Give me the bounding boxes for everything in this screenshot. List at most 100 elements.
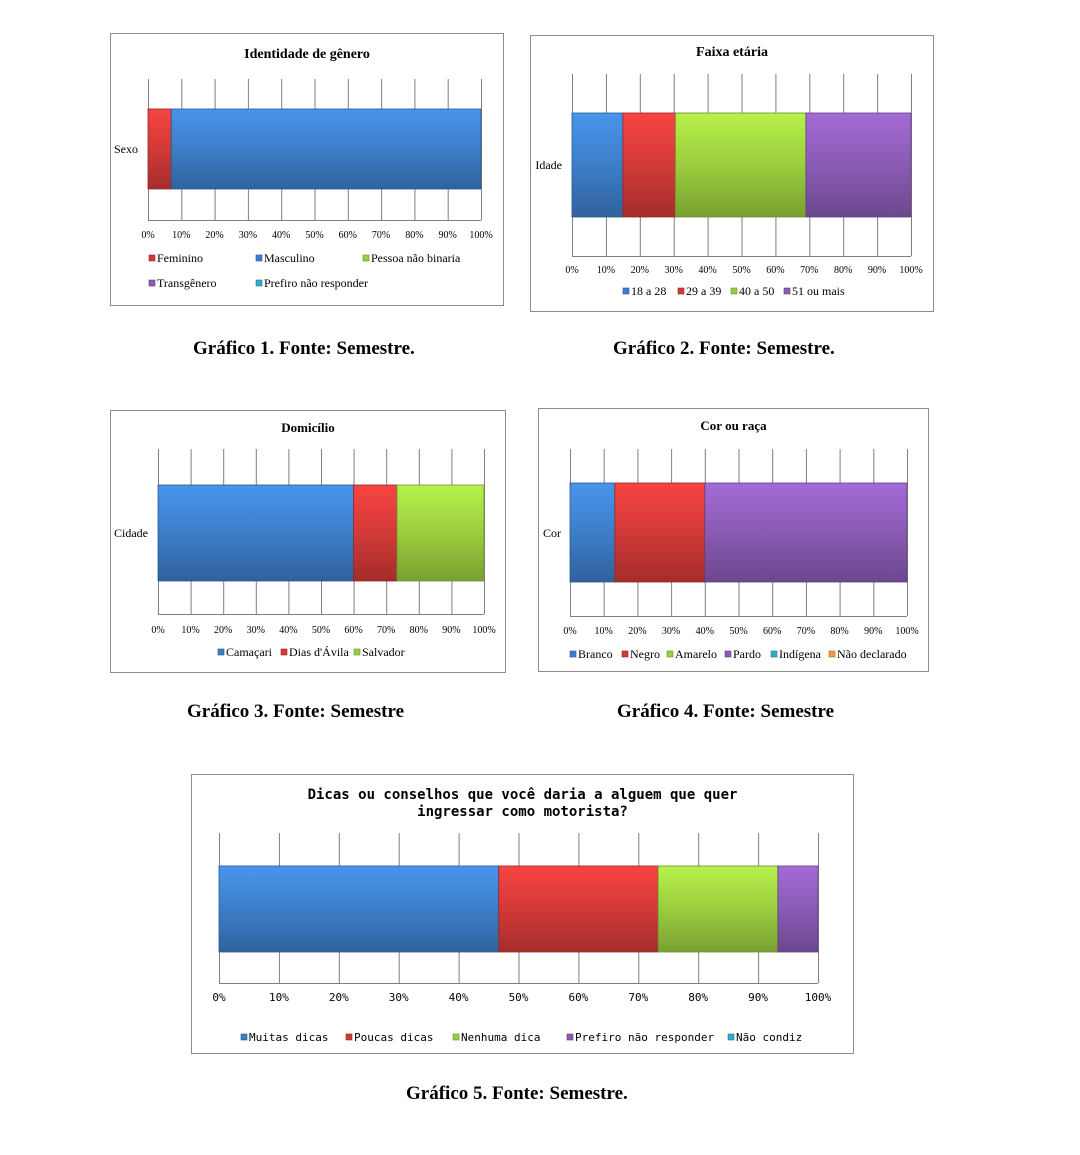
chart-4-tick-label: 60%: [763, 626, 781, 637]
chart-1-legend-label: Pessoa não binaria: [371, 251, 461, 265]
chart-3-bar-segment: [157, 484, 355, 582]
chart-5-legend-swatch: [452, 1033, 460, 1041]
chart-3-tick-label: 0%: [151, 625, 164, 636]
chart-1-legend-swatch: [148, 279, 156, 287]
chart-5-tick-label: 80%: [688, 991, 708, 1004]
chart-5-legend-swatch: [240, 1033, 248, 1041]
chart-4-tick-label: 90%: [864, 626, 882, 637]
chart-3-tick-label: 10%: [181, 625, 199, 636]
chart-2-tick-label: 90%: [868, 265, 886, 276]
chart-4-legend-swatch: [666, 650, 674, 658]
chart-3-tick-label: 20%: [214, 625, 232, 636]
chart-4-category-label: Cor: [543, 526, 561, 540]
chart-3-tick-label: 50%: [312, 625, 330, 636]
chart-1-tick-label: 100%: [469, 230, 492, 241]
chart-1-bar-segment: [170, 108, 482, 190]
chart-1-legend-label: Prefiro não responder: [264, 276, 368, 290]
chart-1-tick-label: 20%: [205, 230, 223, 241]
chart-5-bar-segment: [218, 865, 500, 953]
chart-5-bar-segment: [777, 865, 819, 953]
chart-5-legend-swatch: [566, 1033, 574, 1041]
chart-5-bar-segment: [657, 865, 779, 953]
chart-3-category-label: Cidade: [114, 526, 148, 540]
chart-1-legend-label: Masculino: [264, 251, 315, 265]
chart-2-legend-label: 29 a 39: [686, 284, 721, 298]
chart-2-bar-segment: [622, 112, 676, 218]
chart-2-caption: Gráfico 2. Fonte: Semestre.: [613, 338, 835, 359]
chart-3-tick-label: 80%: [410, 625, 428, 636]
chart-1-tick-label: 70%: [372, 230, 390, 241]
chart-2-legend-label: 18 a 28: [631, 284, 666, 298]
chart-5-title: ingressar como motorista?: [417, 804, 628, 820]
chart-4-tick-label: 40%: [696, 626, 714, 637]
chart-5-tick-label: 10%: [269, 991, 289, 1004]
chart-4-legend-swatch: [770, 650, 778, 658]
chart-3-tick-label: 30%: [247, 625, 265, 636]
chart-2-svg: Faixa etária Idade 0% 10% 20% 30% 40% 50% 60% 70%…: [535, 45, 922, 298]
chart-5-tick-label: 50%: [509, 991, 529, 1004]
chart-3-bar-segment: [396, 484, 485, 582]
chart-1-tick-label: 0%: [141, 230, 154, 241]
chart-2-bar-segment: [674, 112, 807, 218]
chart-3-title: Domicílio: [281, 420, 334, 435]
chart-5-legend-label: Muitas dicas: [249, 1031, 328, 1044]
chart-3-caption: Gráfico 3. Fonte: Semestre: [187, 701, 405, 722]
chart-3-svg: Domicílio Cidade 0% 10% 20% 30% 40% 50% 60% 70% 80…: [114, 420, 496, 659]
chart-2-legend-label: 40 a 50: [739, 284, 774, 298]
chart-4-panel: Cor ou raça Cor 0% 10% 20% 30% 40% 50% 60% 70% 80%…: [538, 408, 929, 672]
chart-4-bar-segment: [569, 482, 616, 583]
chart-1-tick-label: 30%: [239, 230, 257, 241]
chart-4-bar-segment: [614, 482, 706, 583]
chart-4-legend-swatch: [724, 650, 732, 658]
chart-4-legend-label: Branco: [578, 647, 613, 661]
chart-1-legend-swatch: [148, 254, 156, 262]
chart-1-legend-swatch: [255, 279, 263, 287]
chart-5-svg: Dicas ou conselhos que você daria a algu…: [212, 787, 832, 1044]
chart-4-legend-label: Indígena: [779, 647, 822, 661]
chart-4-bar-segment: [704, 482, 908, 583]
chart-1-bar-segment: [147, 108, 172, 190]
chart-2-tick-label: 50%: [732, 265, 750, 276]
chart-4-tick-label: 80%: [830, 626, 848, 637]
chart-2-tick-label: 80%: [834, 265, 852, 276]
chart-5-tick-label: 90%: [748, 991, 768, 1004]
chart-5-legend-swatch: [345, 1033, 353, 1041]
chart-2-tick-label: 100%: [899, 265, 922, 276]
chart-5-caption: Gráfico 5. Fonte: Semestre.: [406, 1083, 628, 1104]
chart-2-legend-swatch: [677, 287, 685, 295]
chart-2-tick-label: 40%: [698, 265, 716, 276]
chart-3-legend-swatch: [217, 648, 225, 656]
chart-1-caption: Gráfico 1. Fonte: Semestre.: [193, 338, 415, 359]
chart-1-legend-label: Transgênero: [157, 276, 217, 290]
chart-1-category-label: Sexo: [114, 142, 138, 156]
chart-3-legend-label: Dias d'Ávila: [289, 645, 349, 659]
chart-3-legend-swatch: [280, 648, 288, 656]
chart-4-title: Cor ou raça: [700, 418, 767, 433]
chart-5-tick-label: 70%: [628, 991, 648, 1004]
chart-5-tick-label: 100%: [805, 991, 832, 1004]
chart-5-legend-swatch: [727, 1033, 735, 1041]
chart-4-legend-label: Não declarado: [837, 647, 907, 661]
chart-5-bar-segment: [498, 865, 659, 953]
chart-4-tick-label: 30%: [662, 626, 680, 637]
chart-4-tick-label: 0%: [563, 626, 576, 637]
chart-2-category-label: Idade: [535, 158, 562, 172]
chart-4-legend-swatch: [621, 650, 629, 658]
chart-1-svg: Identidade de gênero Sexo 0% 10% 20% 30% 40% 50…: [114, 47, 493, 290]
chart-5-tick-label: 20%: [329, 991, 349, 1004]
chart-2-legend-swatch: [783, 287, 791, 295]
chart-2-title: Faixa etária: [696, 45, 768, 60]
chart-2-tick-label: 20%: [631, 265, 649, 276]
chart-4-svg: Cor ou raça Cor 0% 10% 20% 30% 40% 50% 60% 70% 80%…: [543, 418, 919, 661]
chart-1-tick-label: 10%: [172, 230, 190, 241]
chart-4-legend-label: Amarelo: [675, 647, 717, 661]
chart-5-tick-label: 60%: [568, 991, 588, 1004]
chart-1-legend-swatch: [362, 254, 370, 262]
chart-5-tick-label: 40%: [449, 991, 469, 1004]
chart-5-panel: Dicas ou conselhos que você daria a algu…: [191, 774, 854, 1054]
chart-4-legend-swatch: [569, 650, 577, 658]
chart-3-legend-label: Camaçari: [226, 645, 273, 659]
chart-2-legend-swatch: [730, 287, 738, 295]
chart-3-legend-swatch: [353, 648, 361, 656]
chart-3-legend-label: Salvador: [362, 645, 405, 659]
